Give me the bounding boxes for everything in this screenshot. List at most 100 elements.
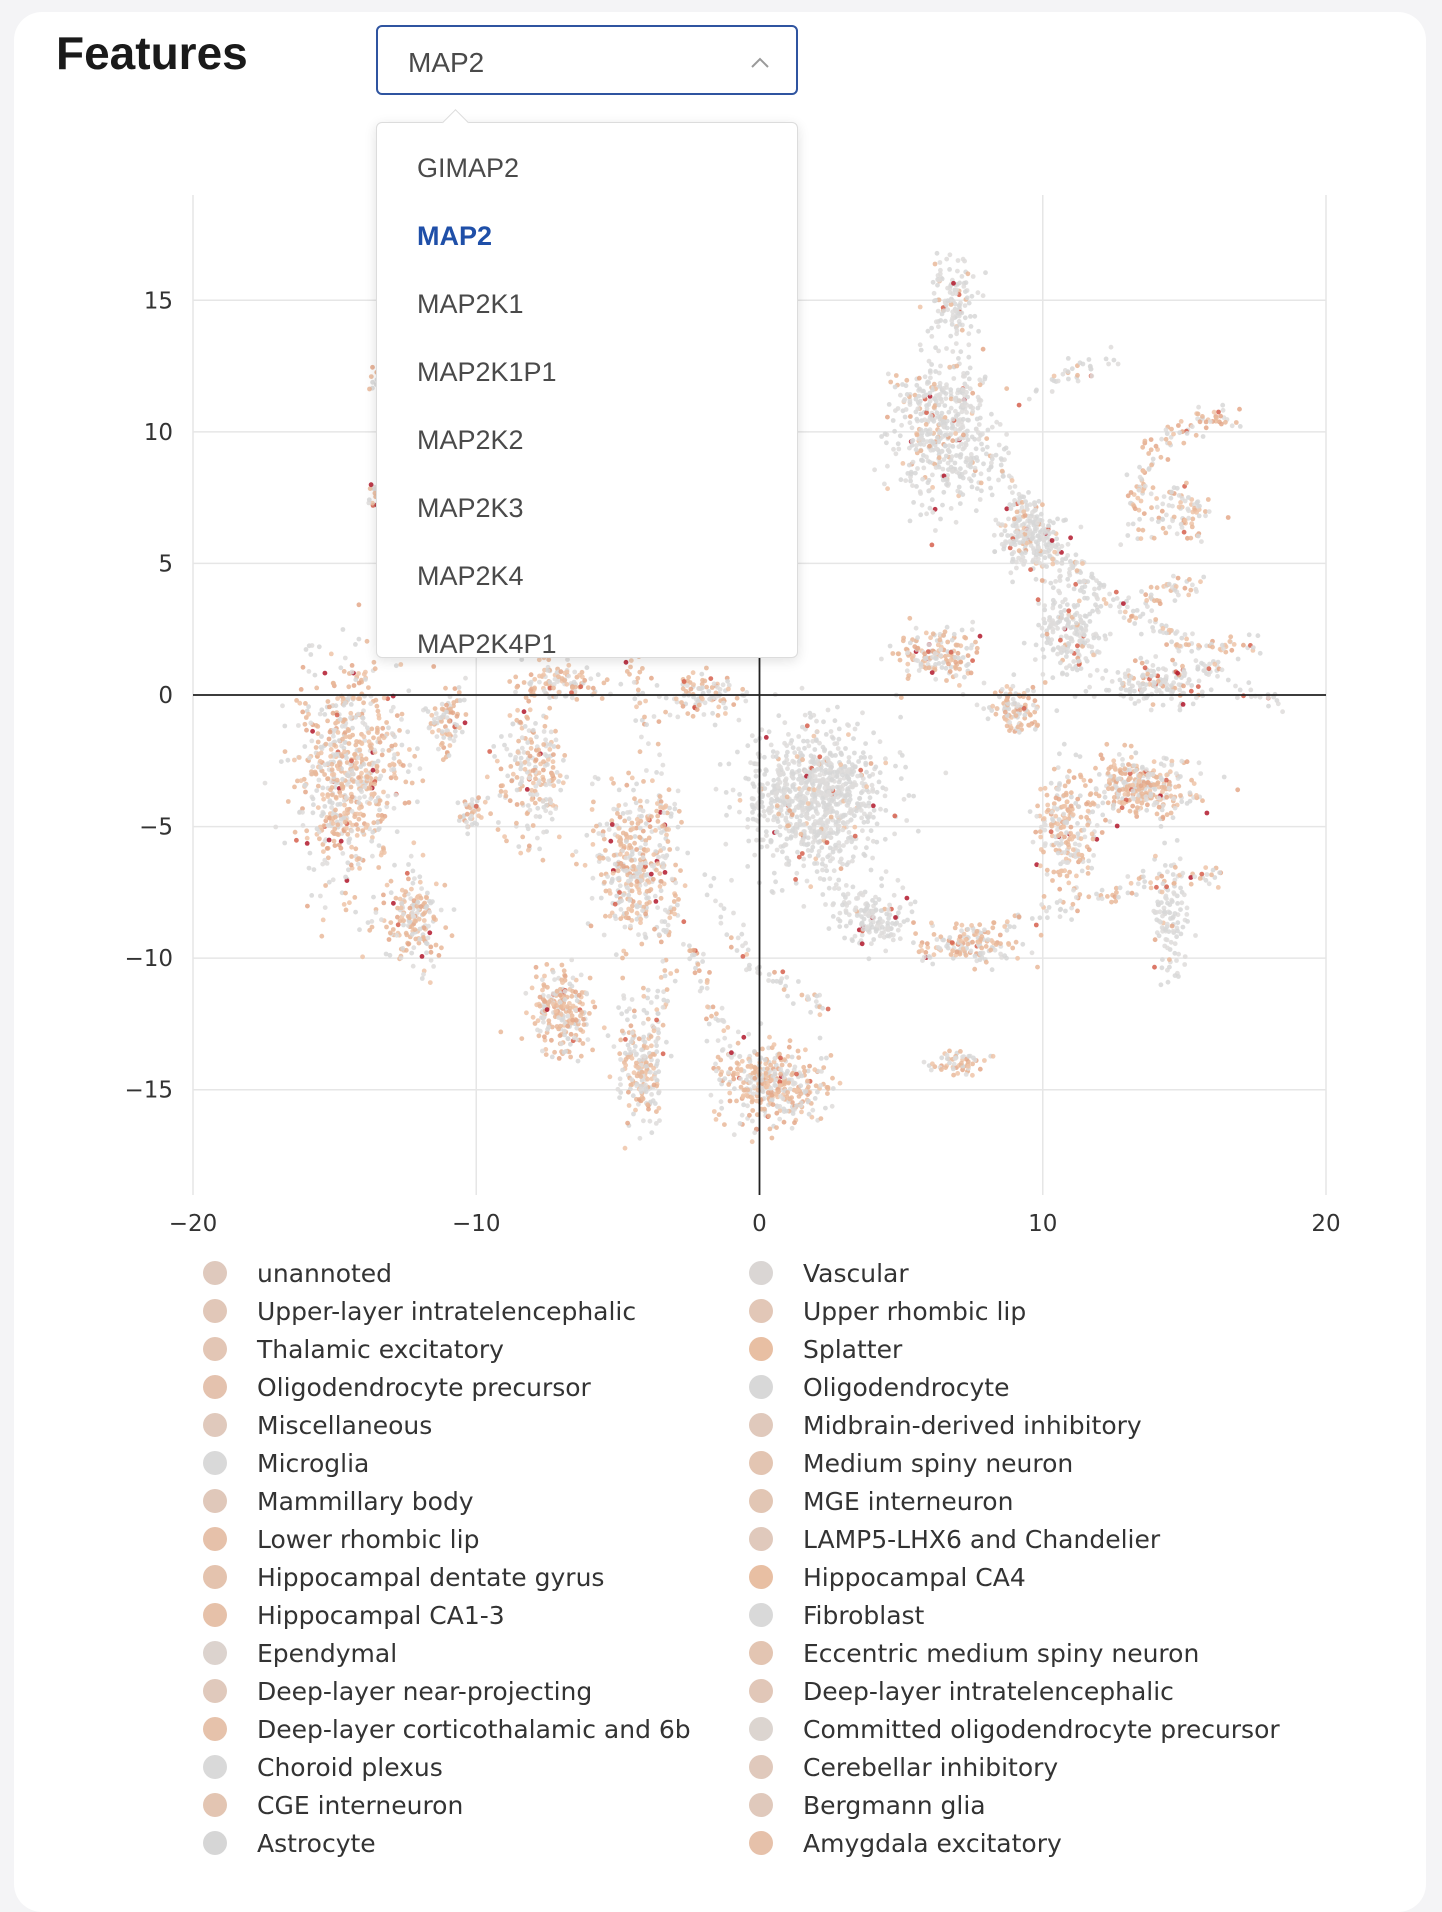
data-point: [721, 682, 726, 687]
data-point: [782, 760, 787, 765]
data-point: [356, 800, 361, 805]
data-point: [570, 984, 575, 989]
data-point: [1028, 502, 1033, 507]
data-point: [673, 807, 678, 812]
data-point: [891, 938, 896, 943]
data-point: [658, 884, 663, 889]
data-point: [619, 907, 624, 912]
data-point: [356, 671, 361, 676]
data-point: [714, 1117, 719, 1122]
data-point: [390, 762, 395, 767]
data-point: [791, 745, 796, 750]
data-point: [984, 436, 989, 441]
data-point: [821, 1065, 826, 1070]
data-point: [970, 627, 975, 632]
data-point: [547, 747, 552, 752]
data-point: [817, 849, 822, 854]
data-point: [924, 511, 929, 516]
data-point: [863, 762, 868, 767]
data-point: [738, 1076, 743, 1081]
data-point: [583, 863, 588, 868]
data-point: [646, 741, 651, 746]
data-point: [515, 761, 520, 766]
data-point: [549, 730, 554, 735]
data-point: [509, 779, 514, 784]
data-point: [590, 1048, 595, 1053]
data-point: [663, 710, 668, 715]
data-point: [655, 905, 660, 910]
data-point: [641, 855, 646, 860]
data-point: [1014, 530, 1019, 535]
data-point: [637, 835, 642, 840]
data-point: [1027, 519, 1032, 524]
data-point: [902, 919, 907, 924]
data-point: [618, 916, 623, 921]
data-point: [572, 1036, 577, 1041]
data-point: [825, 810, 830, 815]
data-point: [790, 783, 795, 788]
data-point: [941, 660, 946, 665]
data-point: [342, 803, 347, 808]
data-point: [508, 733, 513, 738]
data-point: [958, 466, 963, 471]
data-point: [345, 782, 350, 787]
data-point: [292, 785, 297, 790]
data-point: [740, 687, 745, 692]
data-point: [541, 858, 546, 863]
data-point: [637, 1036, 642, 1041]
data-point: [369, 746, 374, 751]
data-point: [875, 790, 880, 795]
data-point: [1083, 656, 1088, 661]
data-point: [923, 374, 928, 379]
data-point: [1028, 567, 1033, 572]
data-point: [966, 355, 971, 360]
data-point: [776, 819, 781, 824]
data-point: [570, 853, 575, 858]
data-point: [1021, 562, 1026, 567]
data-point: [727, 805, 732, 810]
data-point: [645, 889, 650, 894]
data-point: [316, 784, 321, 789]
data-point: [859, 816, 864, 821]
data-point: [433, 706, 438, 711]
data-point: [752, 1130, 757, 1135]
data-point: [970, 485, 975, 490]
data-point: [643, 861, 648, 866]
data-point: [624, 856, 629, 861]
data-point: [796, 1049, 801, 1054]
data-point: [974, 427, 979, 432]
data-point: [780, 849, 785, 854]
data-point: [1058, 578, 1063, 583]
data-point: [548, 811, 553, 816]
data-point: [951, 417, 956, 422]
data-point: [1059, 616, 1064, 621]
data-point: [444, 710, 449, 715]
data-point: [812, 1067, 817, 1072]
data-point: [1096, 610, 1101, 615]
data-point: [585, 665, 590, 670]
data-point: [900, 885, 905, 890]
data-point: [388, 920, 393, 925]
data-point: [377, 736, 382, 741]
data-point: [1079, 620, 1084, 625]
data-point: [842, 821, 847, 826]
data-point: [589, 924, 594, 929]
data-point: [885, 921, 890, 926]
data-point: [924, 410, 929, 415]
data-point: [1006, 517, 1011, 522]
data-point: [432, 720, 437, 725]
data-point: [858, 768, 863, 773]
data-point: [279, 759, 284, 764]
data-point: [918, 412, 923, 417]
data-point: [845, 768, 850, 773]
data-point: [310, 729, 315, 734]
data-point: [631, 826, 636, 831]
data-point: [809, 805, 814, 810]
data-point: [909, 472, 914, 477]
data-point: [860, 828, 865, 833]
data-point: [938, 653, 943, 658]
data-point: [570, 695, 575, 700]
data-point: [750, 1108, 755, 1113]
data-point: [918, 489, 923, 494]
data-point: [620, 976, 625, 981]
